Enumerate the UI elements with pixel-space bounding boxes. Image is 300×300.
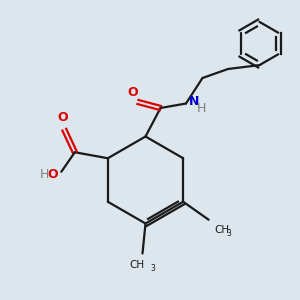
Text: 3: 3 — [227, 229, 232, 238]
Text: 3: 3 — [150, 264, 155, 273]
Text: O: O — [127, 86, 138, 99]
Text: CH: CH — [130, 260, 145, 270]
Text: N: N — [188, 95, 199, 109]
Text: H: H — [40, 168, 50, 181]
Text: H: H — [197, 102, 206, 116]
Text: O: O — [48, 168, 58, 181]
Text: CH: CH — [214, 225, 229, 235]
Text: O: O — [58, 111, 68, 124]
